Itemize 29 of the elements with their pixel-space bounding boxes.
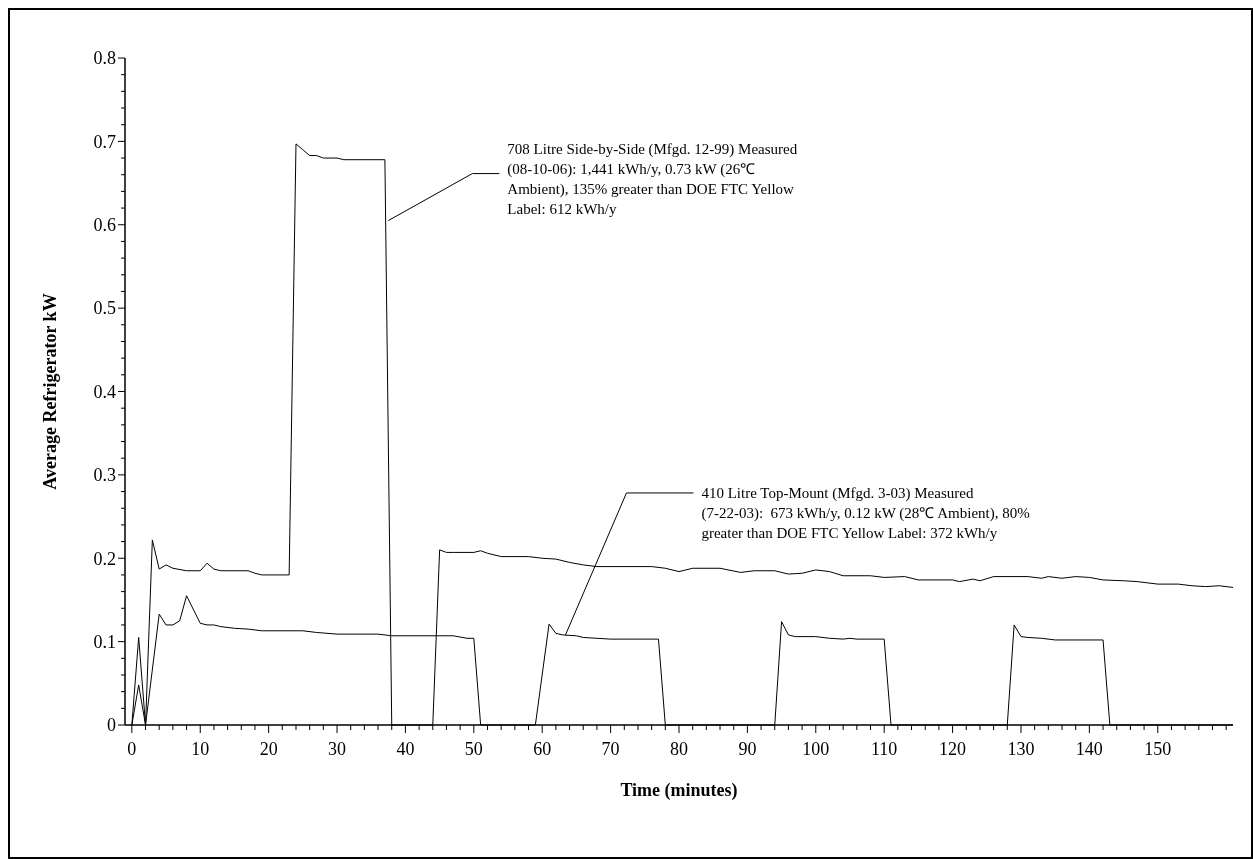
y-tick-label: 0.2 [93, 548, 116, 569]
y-tick-label: 0.5 [93, 298, 116, 319]
y-tick-label: 0.1 [93, 631, 116, 652]
y-tick-label: 0.6 [93, 215, 116, 236]
y-tick-label: 0.7 [93, 131, 116, 152]
x-tick-label: 70 [601, 739, 620, 759]
x-tick-label: 100 [802, 739, 830, 759]
x-tick-label: 140 [1075, 739, 1103, 759]
x-tick-label: 60 [533, 739, 552, 759]
x-tick-label: 80 [670, 739, 688, 759]
y-tick-label: 0.3 [93, 465, 116, 486]
x-tick-label: 20 [259, 739, 278, 759]
x-tick-label: 0 [127, 739, 137, 759]
x-tick-label: 110 [871, 739, 898, 759]
y-tick-label: 0.8 [93, 48, 116, 69]
x-axis-title: Time (minutes) [620, 780, 738, 801]
y-axis-title: Average Refrigerator kW [40, 293, 60, 490]
x-tick-label: 40 [396, 739, 415, 759]
annotation: 410 Litre Top-Mount (Mfgd. 3-03) Measured (7-22-03): 673 kWh/y, 0.12 kW (28℃ Ambient), 80% greater than DOE FTC Yellow Label: 372 kWh/y [701, 485, 1030, 542]
x-tick-label: 50 [464, 739, 483, 759]
x-tick-label: 130 [1007, 739, 1035, 759]
y-tick-label: 0.4 [93, 381, 116, 402]
x-tick-label: 150 [1144, 739, 1172, 759]
y-tick-label: 0 [107, 715, 116, 736]
x-tick-label: 120 [939, 739, 967, 759]
x-tick-label: 10 [191, 739, 210, 759]
x-tick-label: 30 [328, 739, 347, 759]
annotation: 708 Litre Side-by-Side (Mfgd. 12-99) Measured (08-10-06): 1,441 kWh/y, 0.73 kW (26℃ Ambient), 135% greater than DOE FTC Yellow Label: 612 kWh/y [507, 140, 798, 217]
x-tick-label: 90 [738, 739, 757, 759]
